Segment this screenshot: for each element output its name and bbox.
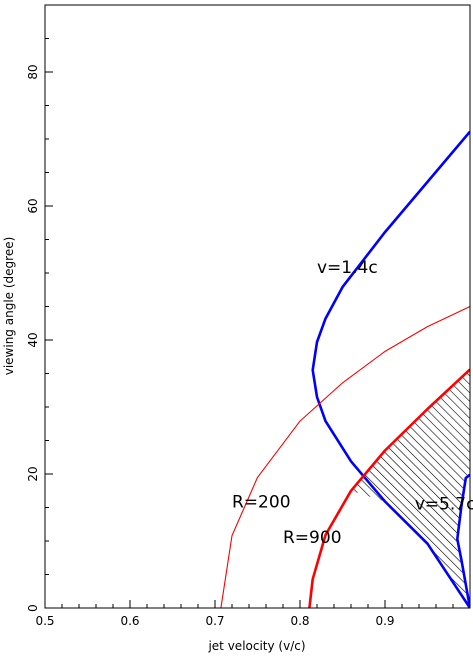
series-line-v-5-7c xyxy=(455,473,470,608)
x-tick-label: 0.8 xyxy=(290,614,309,628)
y-axis-title: viewing angle (degree) xyxy=(2,237,16,376)
y-tick-label: 80 xyxy=(26,64,40,79)
series-line-v-1-4c xyxy=(311,130,470,608)
y-tick-label: 0 xyxy=(26,604,40,612)
label-r-200: R=200 xyxy=(232,493,291,513)
hatched-region xyxy=(351,369,470,608)
x-tick-label: 0.7 xyxy=(205,614,224,628)
x-axis-title: jet velocity (v/c) xyxy=(207,639,305,653)
y-tick-label: 40 xyxy=(26,332,40,347)
label-r-900: R=900 xyxy=(283,528,342,548)
hatch-area xyxy=(351,369,470,608)
x-axis-ticks: 0.5 0.6 0.7 0.8 0.9 xyxy=(35,600,471,628)
series-line-r-200 xyxy=(220,306,470,608)
label-v-5-7c: v=5.7c xyxy=(415,495,473,515)
curve-labels: v=1.4c v=5.7c R=200 R=900 xyxy=(232,258,473,548)
x-tick-label: 0.5 xyxy=(35,614,54,628)
y-axis-ticks: 0 20 40 60 80 xyxy=(26,4,53,612)
y-tick-label: 20 xyxy=(26,466,40,481)
label-v-1-4c: v=1.4c xyxy=(317,258,378,278)
curves xyxy=(220,130,470,608)
x-tick-label: 0.6 xyxy=(120,614,139,628)
series-line-r-900 xyxy=(308,368,470,608)
x-tick-label: 0.9 xyxy=(375,614,394,628)
y-tick-label: 60 xyxy=(26,198,40,213)
